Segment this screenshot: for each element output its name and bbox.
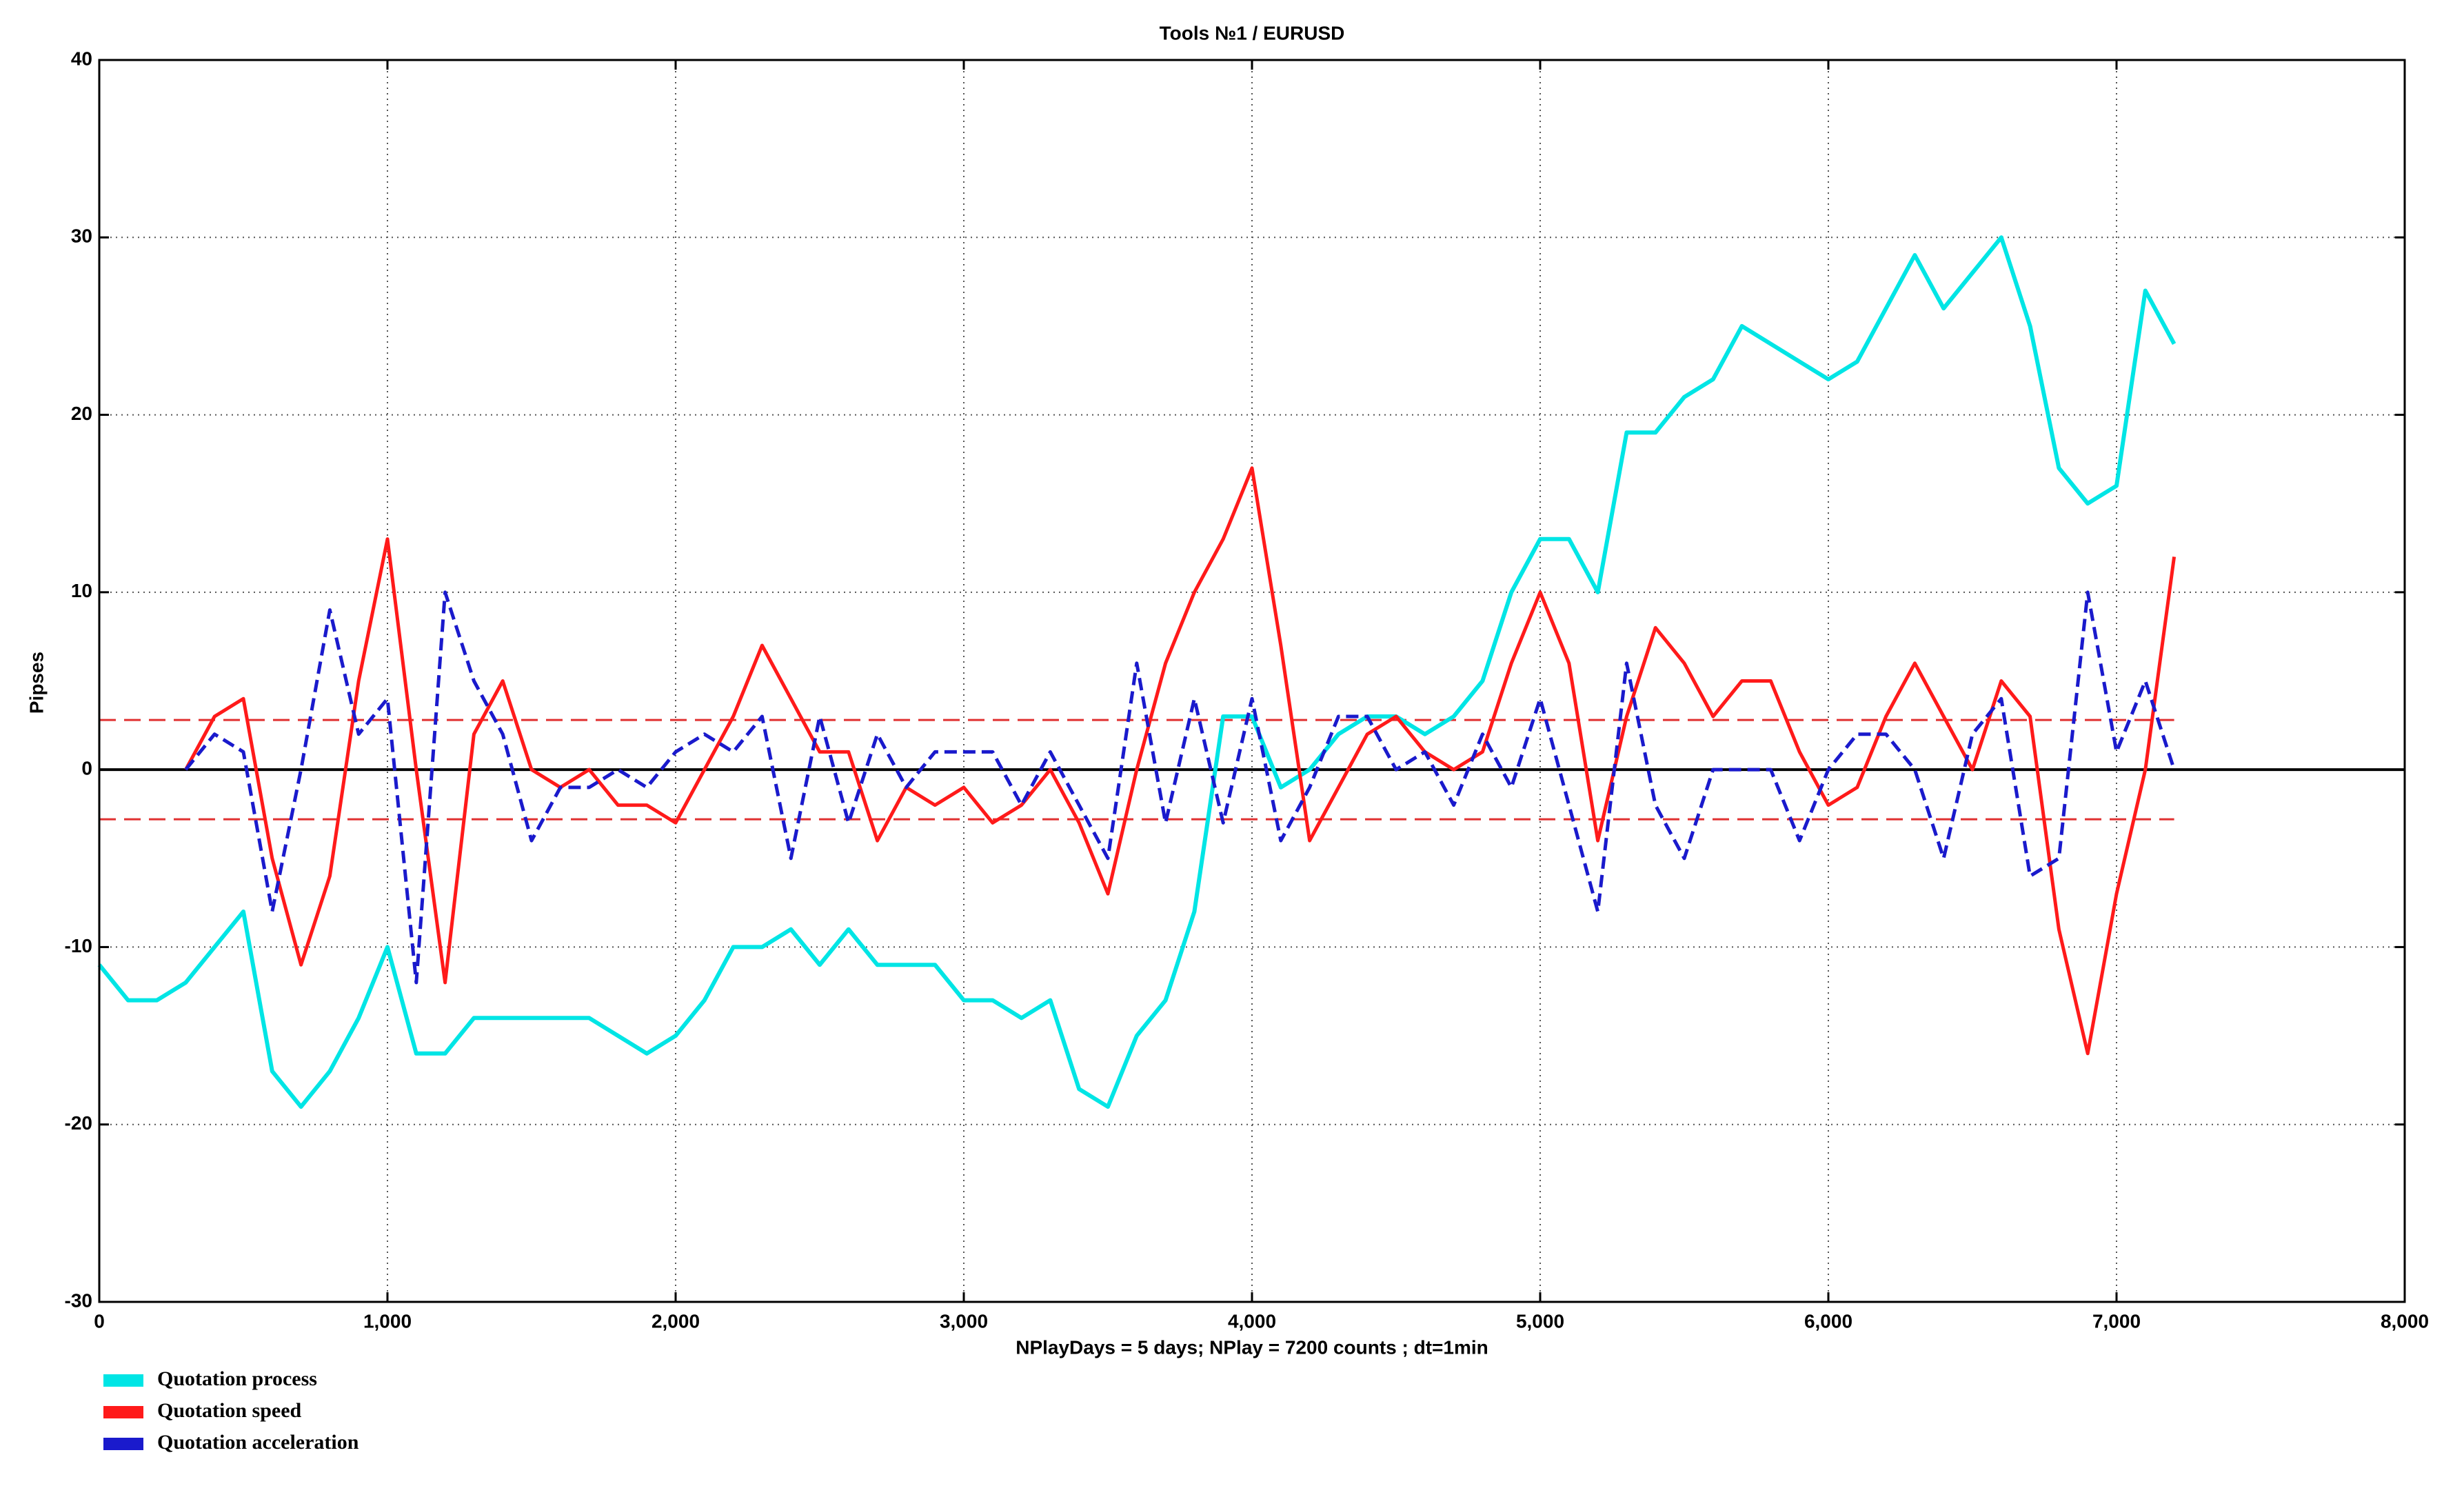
series-line [184,590,2176,985]
y-tick-label: 10 [71,580,92,601]
y-tick-label: -10 [65,935,92,956]
legend-swatch [103,1438,143,1450]
x-tick-label: 0 [94,1310,105,1332]
x-axis-label: NPlayDays = 5 days; NPlay = 7200 counts … [1016,1336,1488,1358]
x-tick-label: 5,000 [1516,1310,1564,1332]
x-tick-label: 7,000 [2092,1310,2141,1332]
x-tick-label: 1,000 [363,1310,412,1332]
y-tick-label: 30 [71,225,92,247]
x-tick-label: 2,000 [652,1310,700,1332]
chart-title: Tools №1 / EURUSD [1160,22,1345,43]
legend-label: Quotation acceleration [157,1431,359,1454]
series-line [97,235,2177,1109]
y-tick-label: -30 [65,1289,92,1311]
x-tick-label: 6,000 [1804,1310,1852,1332]
y-axis-label: Pipses [26,652,47,714]
y-tick-label: -20 [65,1112,92,1134]
y-tick-label: 40 [71,48,92,69]
plot-frame [98,59,2406,1303]
legend-label: Quotation speed [157,1399,302,1422]
y-tick-label: 0 [81,758,92,779]
series-line [184,466,2177,1056]
legend-label: Quotation process [157,1367,317,1390]
y-tick-label: 20 [71,403,92,424]
x-tick-label: 8,000 [2381,1310,2429,1332]
x-tick-label: 4,000 [1228,1310,1276,1332]
legend-swatch [103,1374,143,1387]
x-tick-label: 3,000 [940,1310,988,1332]
legend-swatch [103,1406,143,1418]
